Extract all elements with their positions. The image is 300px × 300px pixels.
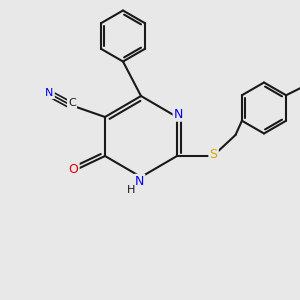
Text: N: N — [174, 107, 183, 121]
Text: N: N — [135, 175, 144, 188]
Text: S: S — [210, 148, 218, 161]
Text: N: N — [45, 88, 54, 98]
Text: O: O — [69, 163, 78, 176]
Text: H: H — [127, 184, 136, 195]
Text: C: C — [68, 98, 76, 109]
